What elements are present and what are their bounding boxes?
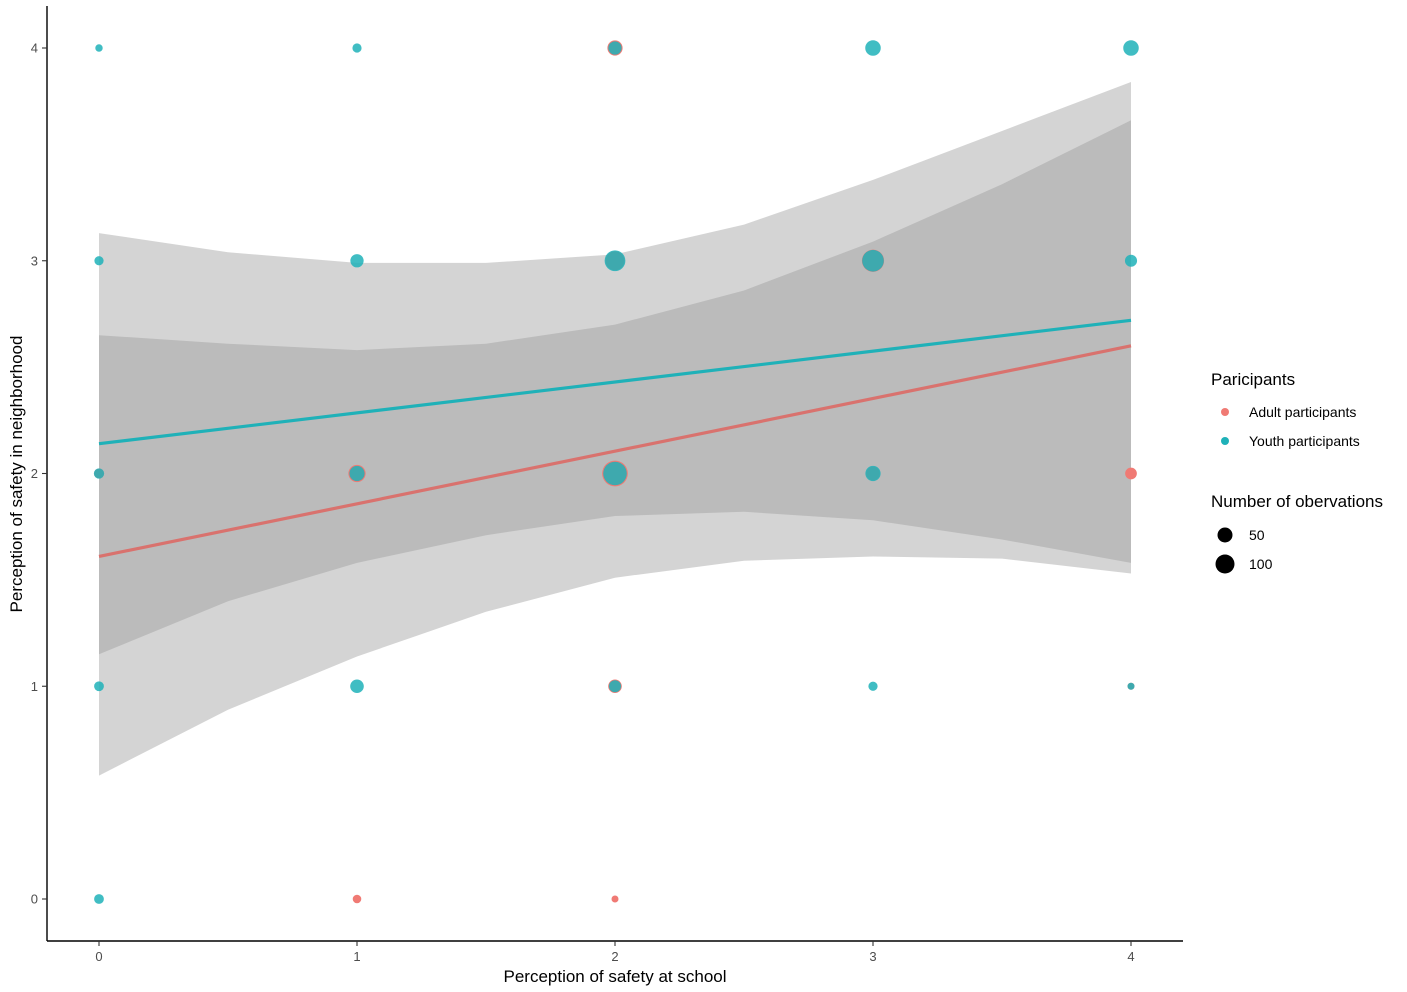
y-tick-label: 0 — [31, 892, 38, 907]
data-point-youth — [352, 43, 362, 53]
size-legend-key — [1217, 527, 1233, 543]
confidence-ribbon-adult — [99, 120, 1131, 776]
color-legend-title: Paricipants — [1211, 370, 1295, 389]
data-point-youth — [350, 679, 364, 694]
data-point-youth — [93, 468, 105, 479]
data-point-adult — [611, 895, 619, 903]
size-legend-label: 100 — [1249, 556, 1273, 572]
data-point-youth — [349, 465, 365, 482]
data-point-youth — [94, 681, 104, 692]
confidence-ribbons — [99, 82, 1131, 776]
data-point-youth — [1124, 254, 1138, 267]
x-tick-label: 2 — [611, 949, 618, 964]
data-point-youth — [350, 254, 364, 268]
color-legend-entries: Adult participants Youth participants — [1221, 404, 1360, 449]
data-point-youth — [865, 465, 881, 482]
x-tick-label: 4 — [1127, 949, 1134, 964]
color-legend-key — [1221, 437, 1229, 445]
size-legend-entries: 50 100 — [1215, 527, 1273, 574]
y-axis-ticks: 0 1 2 3 4 — [31, 41, 47, 907]
color-legend-key — [1221, 408, 1229, 416]
x-tick-label: 3 — [869, 949, 876, 964]
data-point-adult — [1125, 467, 1137, 480]
color-legend-label: Youth participants — [1249, 433, 1360, 449]
y-tick-label: 3 — [31, 253, 38, 268]
data-point-youth — [862, 249, 884, 272]
size-legend-title: Number of obervations — [1211, 492, 1383, 511]
x-tick-label: 1 — [353, 949, 360, 964]
data-point-adult — [352, 894, 362, 904]
data-point-youth — [604, 250, 626, 272]
y-tick-label: 4 — [31, 41, 38, 56]
data-point-youth — [608, 41, 622, 55]
data-point-youth — [865, 40, 881, 56]
x-axis-ticks: 0 1 2 3 4 — [95, 941, 1135, 964]
y-axis-title: Perception of safety in neighborhood — [7, 336, 26, 613]
data-point-youth — [1123, 40, 1139, 56]
data-point-youth — [608, 680, 622, 693]
y-tick-label: 2 — [31, 466, 38, 481]
size-legend-key — [1215, 554, 1235, 574]
data-point-youth — [603, 461, 627, 486]
data-point-youth — [95, 44, 103, 52]
color-legend-label: Adult participants — [1249, 404, 1356, 420]
regression-lines — [98, 318, 1132, 559]
x-tick-label: 0 — [95, 949, 102, 964]
fit-line-youth — [98, 318, 1132, 446]
data-point-youth — [868, 681, 878, 691]
data-point-youth — [94, 256, 104, 266]
confidence-ribbon-youth — [99, 82, 1131, 655]
data-point-youth — [94, 894, 104, 904]
y-tick-label: 1 — [31, 679, 38, 694]
legend: Paricipants Adult participants Youth part… — [1211, 370, 1383, 574]
data-points — [93, 40, 1139, 904]
data-point-youth — [1127, 682, 1135, 690]
x-axis-title: Perception of safety at school — [503, 967, 726, 986]
fit-line-adult — [98, 344, 1132, 559]
size-legend-label: 50 — [1249, 527, 1265, 543]
